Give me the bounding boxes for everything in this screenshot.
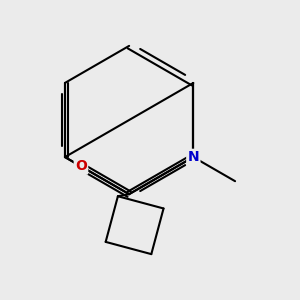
Text: O: O: [75, 159, 87, 173]
Text: N: N: [188, 150, 199, 164]
